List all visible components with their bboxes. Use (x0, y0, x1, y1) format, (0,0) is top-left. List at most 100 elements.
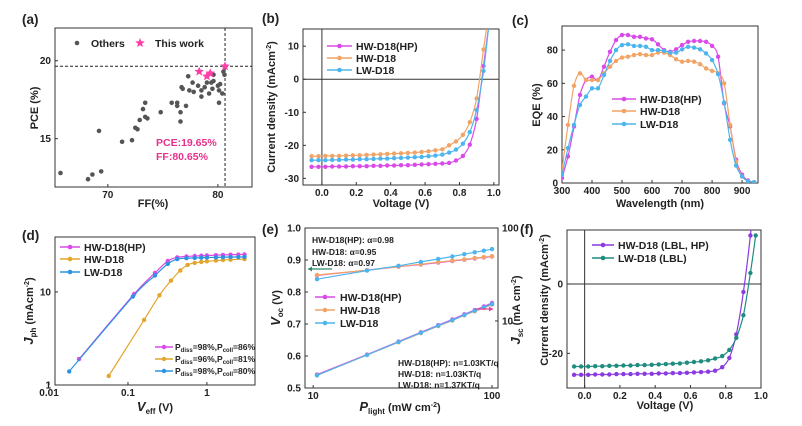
x-tick-label: 700 (674, 186, 691, 197)
series-point-hw-d18 (462, 257, 467, 262)
series-point-lw-d18 (436, 256, 441, 262)
series-point-lw-d18 (165, 261, 170, 267)
series-point-lw-d18 (314, 373, 320, 378)
series-point-lw-d18 (643, 44, 649, 49)
series-point-lw-d18 (330, 157, 335, 163)
series-point-lw-d18 (481, 68, 486, 74)
series-point-lw-d18 (489, 301, 495, 307)
p-symbol: P (175, 354, 181, 364)
series-point-hw-d18-lbl-hp (607, 372, 612, 377)
series-point-lw-d18 (691, 45, 697, 50)
series-point-hw-d18 (330, 153, 335, 159)
series-point-hw-d18 (168, 278, 174, 283)
legend-marker (322, 307, 328, 313)
series-point-hw-d18 (405, 150, 411, 156)
others-point (98, 169, 104, 174)
series-point-hw-d18-hp (589, 74, 595, 79)
series-point-lw-d18 (426, 154, 431, 159)
panel-a: 70 80 15 20 (40, 27, 253, 201)
series-point-hw-d18-hp (703, 39, 709, 44)
series-point-lw-d18 (472, 250, 477, 255)
series-point-lw-d18 (613, 47, 619, 53)
diss-value: =98%, (193, 366, 217, 376)
y-tick-label: 10 (288, 42, 300, 53)
series-point-lw-d18 (364, 157, 369, 162)
y-tick-label: 80 (547, 46, 559, 57)
others-point (85, 176, 91, 182)
series-point-lw-d18 (733, 163, 739, 168)
y-tick-label: 0 (557, 280, 563, 291)
series-point-lw-d18-lbl (635, 362, 640, 368)
series-point-hw-d18-hp (446, 160, 452, 166)
series-group-b (309, 29, 490, 169)
series-point-lw-d18 (481, 248, 486, 253)
series-point-hw-d18 (426, 149, 431, 154)
series-point-hw-d18-lbl-hp (705, 369, 711, 374)
annotation-marker (161, 356, 167, 362)
series-point-lw-d18 (697, 47, 703, 52)
p-symbol: P (217, 366, 223, 376)
x-tick-label: 600 (644, 186, 661, 197)
series-point-lw-d18-lbl (578, 364, 584, 369)
series-point-hw-d18 (619, 55, 625, 60)
series-point-lw-d18 (314, 277, 320, 282)
x-tick-label: 80 (212, 190, 224, 201)
series-point-lw-d18 (467, 129, 472, 135)
series-point-lw-d18 (751, 180, 757, 183)
arrowhead-left-icon (308, 266, 312, 272)
series-point-hw-d18 (613, 58, 619, 64)
series-point-hw-d18-hp (309, 164, 314, 169)
series-point-hw-d18-lbl-hp (691, 370, 697, 375)
series-point-lw-d18 (667, 50, 673, 55)
d-xlabel: Veff (V) (137, 399, 174, 416)
coll-value: =81% (233, 354, 255, 364)
panel-c-label: (c) (512, 13, 529, 28)
series-point-hw-d18 (433, 148, 438, 153)
e-xlabel: Plight (mW cm-2) (359, 399, 441, 416)
series-point-hw-d18-hp (673, 47, 679, 52)
series-point-lw-d18 (715, 72, 721, 77)
series-point-hw-d18 (643, 52, 649, 58)
a-legend-star-icon (135, 38, 145, 47)
others-point (190, 80, 195, 85)
panel-b: 0.0 0.2 0.4 0.6 0.8 1.0 -30 -20 -10 0 10 HW-D18(HP)… (285, 28, 501, 199)
legend-marker (600, 255, 606, 261)
legend-label: LW-D18 (356, 65, 394, 77)
series-point-lw-d18 (685, 44, 691, 49)
series-point-hw-d18-hp (643, 36, 649, 41)
others-point (199, 88, 204, 93)
series-point-hw-d18-lbl-hp (741, 289, 746, 295)
series-point-hw-d18-lbl-hp (698, 369, 704, 375)
x-tick-label: 0.01 (39, 388, 59, 399)
others-point (58, 170, 63, 176)
others-point (204, 80, 210, 85)
series-point-hw-d18-hp (625, 32, 631, 38)
series-point-hw-d18-lbl-hp (628, 371, 633, 377)
legend-label: HW-D18 (84, 254, 124, 266)
series-point-hw-d18-lbl-hp (684, 370, 690, 375)
y-tick-label: 0.7 (287, 320, 301, 331)
b-ylabel: Current density (mAcm-2) (266, 41, 278, 173)
series-point-hw-d18-hp (607, 49, 613, 54)
series-point-hw-d18-hp (330, 164, 335, 169)
series-point-hw-d18 (316, 154, 321, 159)
series-point-hw-d18-lbl-hp (720, 365, 725, 370)
series-point-lw-d18 (673, 50, 679, 55)
series-point-hw-d18-lbl-hp (670, 370, 675, 376)
series-point-lw-d18 (625, 42, 631, 47)
series-point-lw-d18 (679, 47, 685, 52)
series-point-hw-d18 (419, 149, 424, 155)
series-point-hw-d18 (398, 151, 404, 156)
e-ylabel: Voc (V) (268, 290, 285, 326)
series-point-lw-d18 (571, 122, 577, 128)
series-point-lw-d18 (661, 48, 667, 54)
series-point-hw-d18 (157, 293, 162, 298)
series-point-lw-d18 (412, 155, 417, 160)
series-point-lw-d18 (398, 155, 404, 161)
series-point-lw-d18 (184, 256, 189, 261)
annotation-marker (161, 344, 167, 350)
series-point-hw-d18 (357, 153, 362, 158)
series-point-hw-d18 (472, 255, 477, 261)
y-tick-label: 60 (547, 79, 559, 90)
series-point-lw-d18 (130, 294, 135, 299)
